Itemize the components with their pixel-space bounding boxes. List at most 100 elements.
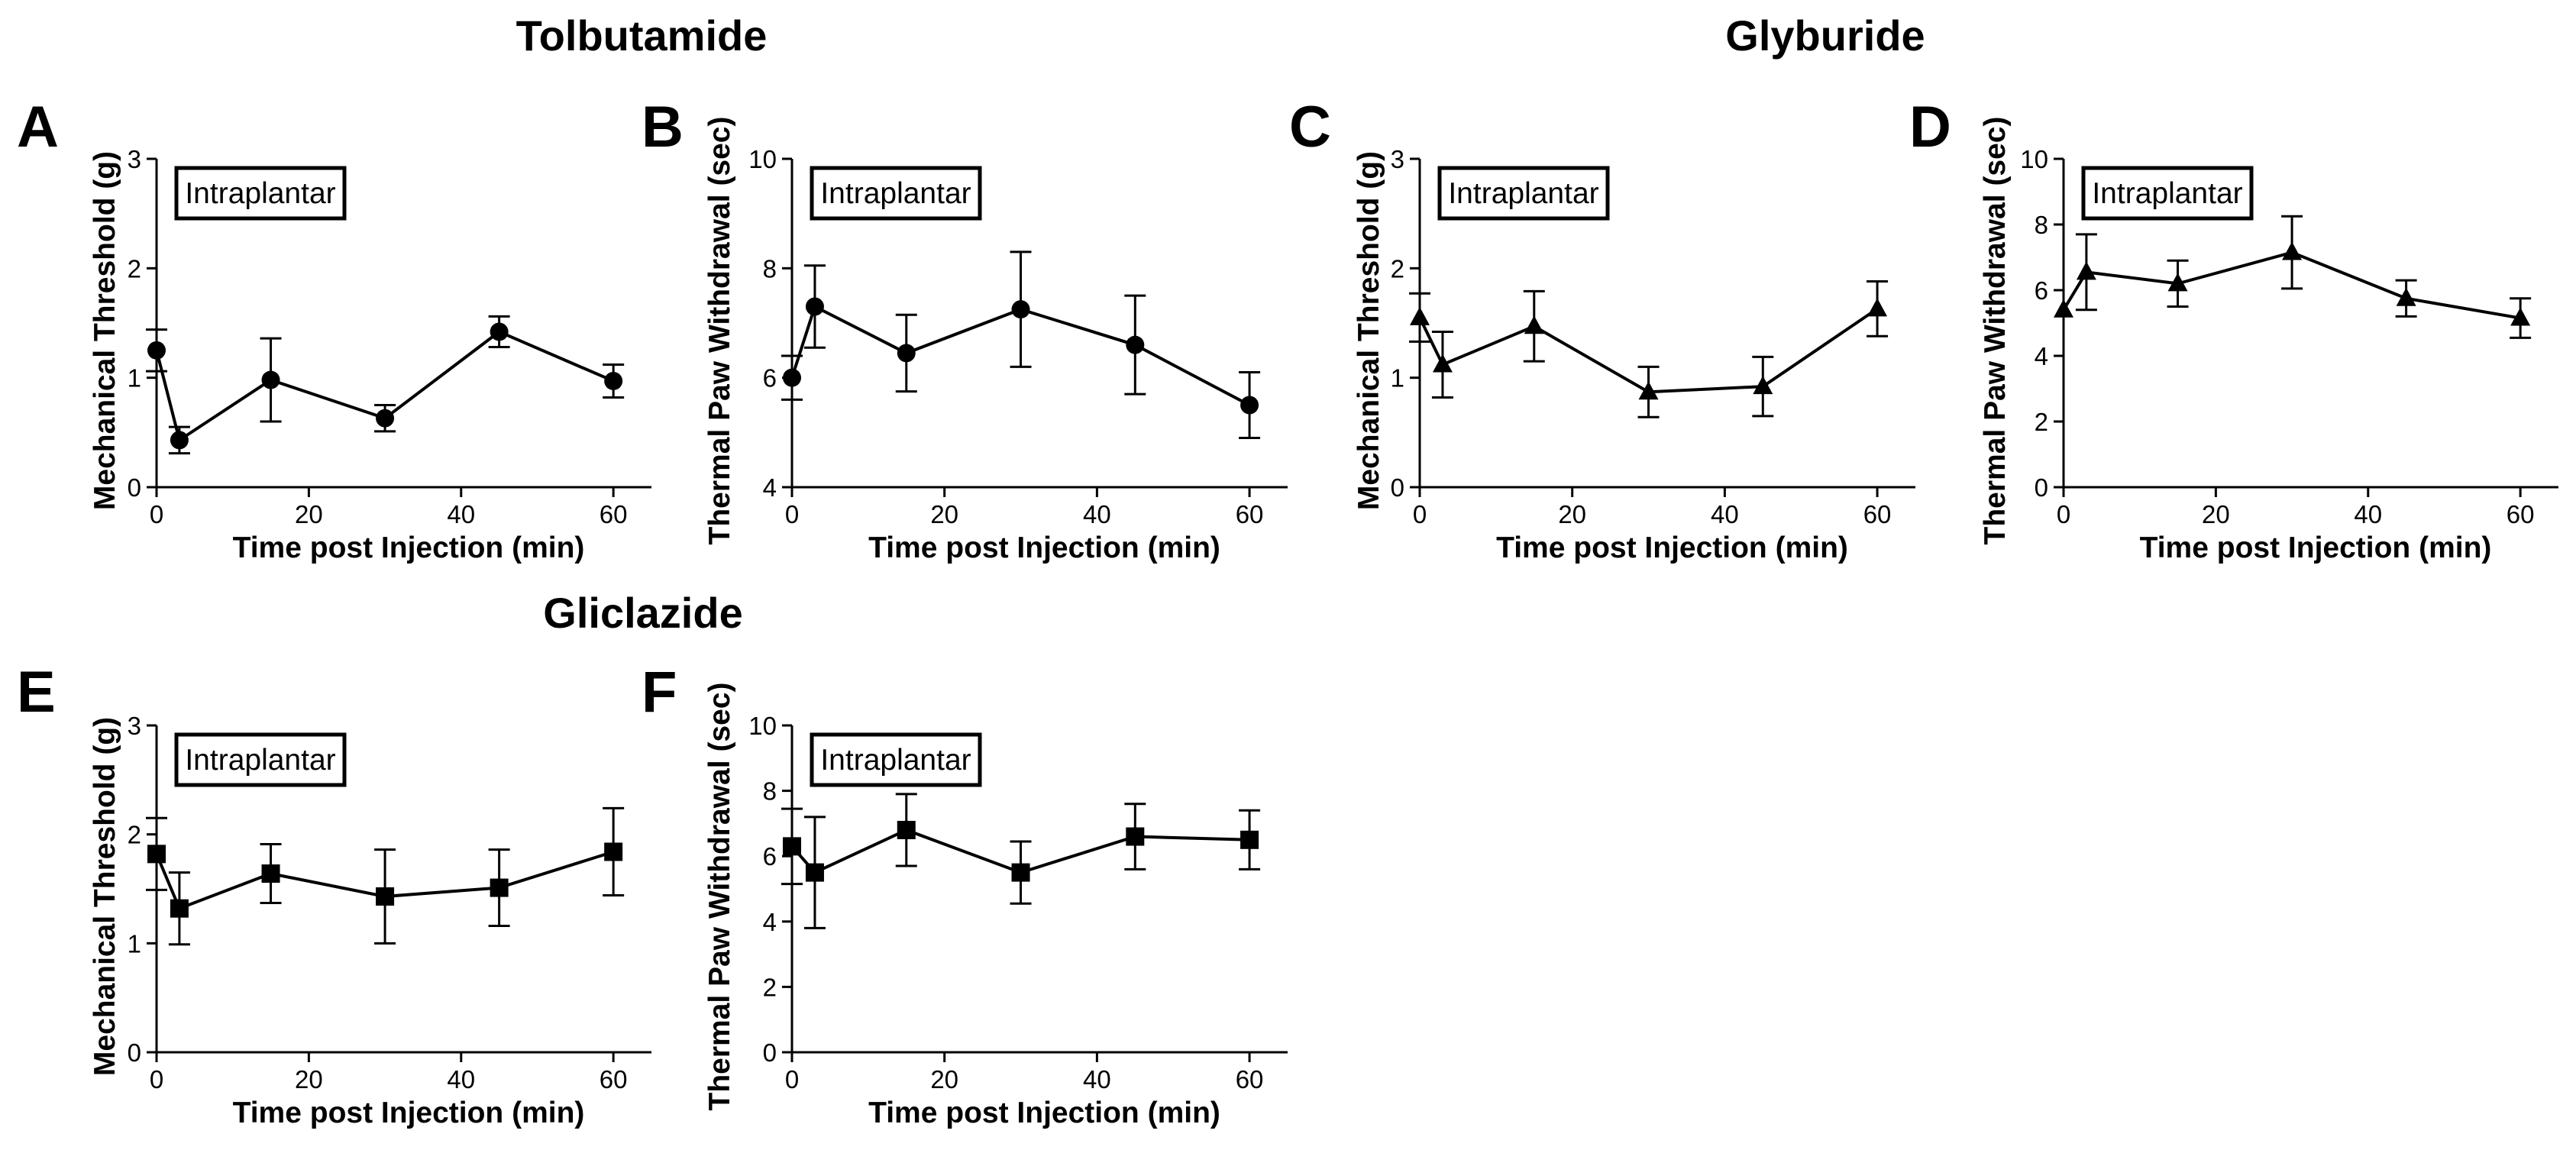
y-tick-label: 0 [1391, 473, 1404, 502]
x-tick-label: 60 [1863, 500, 1892, 528]
y-tick-label: 8 [2035, 211, 2048, 239]
annotation-label: Intraplantar [2092, 177, 2242, 210]
x-axis-label: Time post Injection (min) [233, 1097, 585, 1129]
annotation-box [174, 166, 347, 221]
y-tick-label: 2 [128, 821, 141, 849]
x-tick-label: 40 [447, 500, 475, 528]
x-tick-label: 60 [1236, 1065, 1264, 1093]
panel-letter-e: E [17, 660, 56, 725]
annotation-label: Intraplantar [185, 177, 335, 210]
y-tick-label: 10 [748, 145, 777, 173]
x-tick-label: 40 [447, 1065, 475, 1093]
y-tick-label: 0 [763, 1039, 777, 1067]
data-point [147, 845, 166, 864]
panel-f: F 0 2 4 6 8 10 0 20 40 60 Time post Injection (min)… [642, 660, 1288, 1129]
data-point [170, 431, 189, 450]
series-line [1418, 307, 1879, 394]
data-point [1240, 830, 1259, 849]
x-axis-label: Time post Injection (min) [1496, 531, 1848, 564]
y-axis-label: Thermal Paw Withdrawal (sec) [703, 117, 736, 545]
x-tick-label: 0 [785, 1065, 799, 1093]
panel-letter-a: A [17, 95, 59, 160]
series-line [790, 304, 1251, 407]
y-tick-label: 2 [128, 254, 141, 283]
y-tick-label: 2 [763, 973, 777, 1001]
panel-b: B 4 6 8 10 0 20 40 60 Time post Injection (min) Th… [642, 95, 1288, 564]
x-tick-label: 0 [150, 500, 163, 528]
panel-c: C 0 1 2 3 0 20 40 60 Time post Injection (min) Mec… [1289, 95, 1915, 564]
data-point [1638, 381, 1659, 400]
data-point [2054, 299, 2073, 318]
x-tick-label: 20 [2202, 500, 2230, 528]
data-point [261, 864, 280, 883]
data-point [805, 863, 824, 882]
x-tick-label: 60 [600, 1065, 628, 1093]
data-point [2282, 241, 2303, 260]
y-tick-label: 3 [128, 712, 141, 740]
y-tick-label: 0 [2035, 473, 2048, 502]
y-tick-label: 0 [128, 1039, 141, 1067]
data-point [1410, 306, 1430, 325]
y-tick-label: 1 [128, 364, 141, 392]
x-tick-label: 40 [2354, 500, 2382, 528]
y-axis-label: Thermal Paw Withdrawal (sec) [703, 683, 736, 1111]
y-tick-label: 8 [763, 777, 777, 806]
x-tick-label: 60 [1236, 500, 1264, 528]
x-tick-label: 20 [295, 1065, 323, 1093]
y-tick-label: 2 [2035, 408, 2048, 436]
panel-a: A 0 1 2 3 0 20 40 60 Time post Injection (min) Mec… [17, 95, 651, 564]
annotation-label: Intraplantar [185, 744, 335, 777]
panel-d: D 0 2 4 6 8 10 0 20 40 60 Time post Injection (min)… [1909, 95, 2558, 564]
data-point [1753, 376, 1773, 395]
x-tick-label: 40 [1083, 500, 1111, 528]
data-point [604, 371, 623, 390]
y-tick-label: 2 [1391, 254, 1404, 283]
y-tick-label: 6 [763, 842, 777, 871]
data-point [783, 368, 801, 387]
annotation-box [810, 166, 982, 221]
y-axis-label: Mechanical Threshold (g) [89, 151, 121, 510]
data-point [783, 837, 801, 856]
x-tick-label: 20 [1558, 500, 1586, 528]
series-line [155, 330, 614, 443]
group-title-glyburide: Glyburide [1725, 11, 1925, 60]
data-point [1867, 298, 1888, 317]
data-point [376, 409, 395, 428]
x-tick-label: 20 [930, 500, 958, 528]
x-tick-label: 40 [1711, 500, 1739, 528]
data-point [2167, 273, 2188, 292]
x-tick-label: 20 [930, 1065, 958, 1093]
data-point [147, 341, 166, 360]
y-axis-label: Mechanical Threshold (g) [89, 717, 121, 1076]
x-tick-label: 0 [1413, 500, 1427, 528]
annotation-box [810, 732, 982, 787]
y-tick-label: 4 [763, 473, 777, 502]
y-axis-label: Mechanical Threshold (g) [1353, 151, 1385, 510]
group-title-tolbutamide: Tolbutamide [516, 11, 768, 60]
annotation-label: Intraplantar [1448, 177, 1598, 210]
data-point [805, 297, 824, 316]
data-point [2510, 307, 2531, 326]
annotation-box [1437, 166, 1610, 221]
data-point [376, 887, 395, 906]
data-point [604, 842, 623, 861]
data-point [490, 878, 509, 897]
x-axis-label: Time post Injection (min) [233, 531, 585, 564]
x-axis-label: Time post Injection (min) [868, 1097, 1220, 1129]
panel-letter-f: F [642, 660, 677, 725]
panel-letter-d: D [1909, 95, 1951, 160]
y-tick-label: 3 [128, 145, 141, 173]
data-point [1011, 300, 1030, 319]
y-tick-label: 0 [128, 473, 141, 502]
panel-e: E 0 1 2 3 0 20 40 60 Time post Injection (min) Mec… [17, 660, 651, 1129]
y-tick-label: 4 [763, 908, 777, 936]
data-point [2396, 287, 2416, 306]
panel-letter-b: B [642, 95, 684, 160]
data-point [490, 322, 509, 341]
data-point [1126, 827, 1145, 846]
annotation-label: Intraplantar [820, 177, 971, 210]
data-point [261, 370, 280, 389]
data-point [1432, 354, 1453, 373]
y-tick-label: 3 [1391, 145, 1404, 173]
